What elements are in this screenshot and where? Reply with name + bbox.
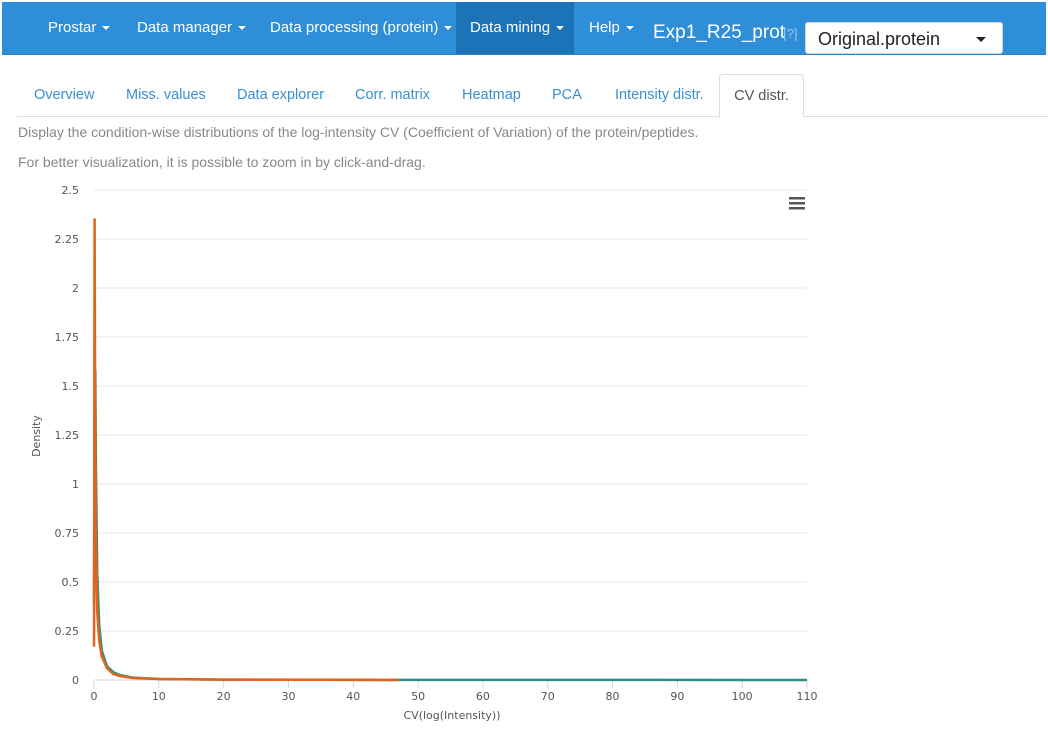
y-tick-label: 2 bbox=[72, 282, 79, 295]
chevron-down-icon bbox=[444, 26, 453, 31]
y-tick-label: 1.75 bbox=[55, 331, 80, 344]
chart-series bbox=[92, 218, 807, 682]
y-tick-label: 0.75 bbox=[55, 527, 80, 540]
tab-miss-values[interactable]: Miss. values bbox=[126, 87, 206, 103]
chart-grid bbox=[94, 189, 807, 681]
nav-data-processing-label: Data processing (protein) bbox=[270, 19, 439, 36]
y-tick-label: 1.25 bbox=[55, 429, 80, 442]
y-tick-label: 1 bbox=[72, 478, 79, 491]
chevron-down-icon bbox=[625, 26, 634, 31]
description-line-1: Display the condition-wise distributions… bbox=[18, 124, 699, 140]
nav-help-label: Help bbox=[589, 19, 620, 36]
y-tick-label: 2.25 bbox=[55, 233, 80, 246]
description-line-2: For better visualization, it is possible… bbox=[18, 154, 426, 170]
cv-distribution-chart[interactable]: 0 0.25 0.5 0.75 1 1.25 1.5 1.75 2 2.25 2.5 0 10 20 30… bbox=[0, 178, 830, 731]
y-tick-label: 2.5 bbox=[62, 184, 80, 197]
series-line-2 bbox=[92, 218, 399, 682]
tab-intensity-distr[interactable]: Intensity distr. bbox=[615, 87, 704, 103]
y-axis-ticks: 0 0.25 0.5 0.75 1 1.25 1.5 1.75 2 2.25 2.5 bbox=[55, 184, 80, 687]
dataset-title: Exp1_R25_prot bbox=[653, 22, 786, 43]
x-tick-label: 30 bbox=[281, 690, 295, 703]
nav-data-mining-menu[interactable]: Data mining bbox=[456, 2, 574, 54]
y-tick-label: 0 bbox=[72, 674, 79, 687]
nav-data-manager-label: Data manager bbox=[137, 19, 233, 36]
y-tick-label: 0.25 bbox=[55, 625, 80, 638]
x-tick-label: 90 bbox=[670, 690, 684, 703]
tab-pca[interactable]: PCA bbox=[552, 87, 582, 103]
x-tick-label: 10 bbox=[152, 690, 166, 703]
x-tick-label: 20 bbox=[217, 690, 231, 703]
y-tick-label: 1.5 bbox=[62, 380, 80, 393]
tab-heatmap[interactable]: Heatmap bbox=[462, 87, 521, 103]
tab-bar: Overview Miss. values Data explorer Corr… bbox=[17, 74, 1048, 117]
x-tick-label: 60 bbox=[476, 690, 490, 703]
x-tick-label: 80 bbox=[606, 690, 620, 703]
nav-data-manager-menu[interactable]: Data manager bbox=[137, 2, 247, 54]
help-link[interactable]: [?] bbox=[783, 26, 798, 41]
x-tick-label: 40 bbox=[346, 690, 360, 703]
x-axis-label: CV(log(Intensity)) bbox=[403, 709, 500, 722]
nav-prostar-menu[interactable]: Prostar bbox=[48, 2, 111, 54]
series-line-1 bbox=[92, 369, 807, 682]
x-axis-ticks: 0 10 20 30 40 50 60 70 80 90 100 110 bbox=[91, 680, 818, 703]
x-tick-label: 100 bbox=[732, 690, 753, 703]
chart-menu-icon[interactable] bbox=[784, 192, 810, 214]
chevron-down-icon bbox=[238, 26, 247, 31]
nav-data-mining-label: Data mining bbox=[470, 19, 551, 36]
x-tick-label: 50 bbox=[411, 690, 425, 703]
nav-help-menu[interactable]: Help bbox=[589, 2, 634, 54]
chevron-down-icon bbox=[102, 26, 111, 31]
nav-data-processing-menu[interactable]: Data processing (protein) bbox=[270, 2, 453, 54]
tab-corr-matrix[interactable]: Corr. matrix bbox=[355, 87, 430, 103]
nav-prostar-label: Prostar bbox=[48, 19, 97, 36]
tab-cv-distr[interactable]: CV distr. bbox=[719, 74, 804, 117]
tab-data-explorer[interactable]: Data explorer bbox=[237, 87, 325, 103]
y-axis-label: Density bbox=[30, 415, 43, 457]
x-tick-label: 0 bbox=[91, 690, 98, 703]
dataset-select-value: Original.protein bbox=[818, 29, 941, 49]
dataset-select[interactable]: Original.protein bbox=[805, 22, 1003, 54]
y-tick-label: 0.5 bbox=[62, 576, 80, 589]
chevron-down-icon bbox=[976, 37, 986, 42]
tab-overview[interactable]: Overview bbox=[34, 87, 95, 103]
x-tick-label: 110 bbox=[797, 690, 818, 703]
x-tick-label: 70 bbox=[541, 690, 555, 703]
chevron-down-icon bbox=[556, 26, 565, 31]
